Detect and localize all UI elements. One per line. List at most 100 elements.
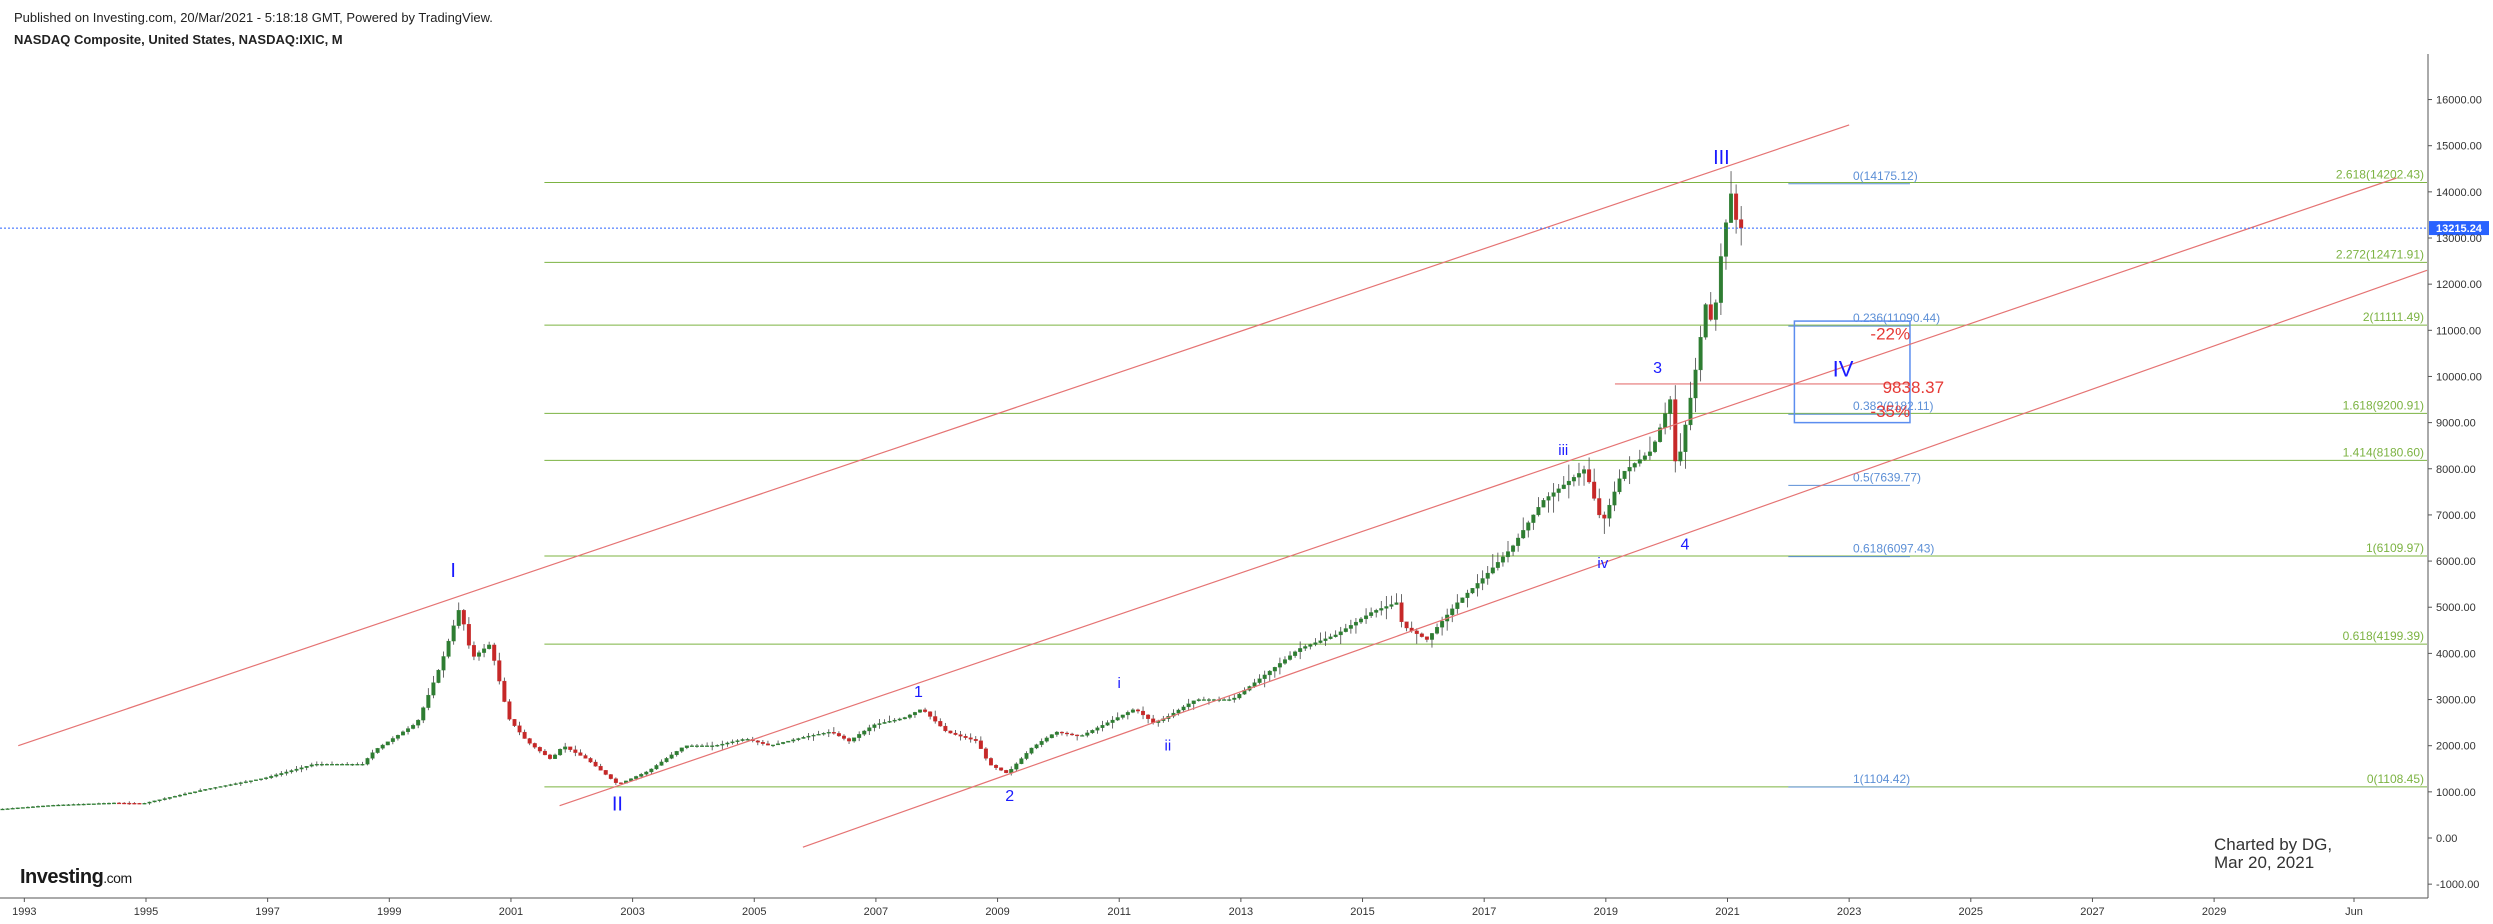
candle-body [25, 806, 30, 809]
candle-body [107, 802, 111, 805]
fib-retracement-levels[interactable]: 0(14175.12) 0.236(11090.44) 0.382(9182.11)… [1788, 169, 1940, 788]
candle-body [1379, 608, 1384, 611]
candle-body [1206, 699, 1211, 701]
channel-lines[interactable] [18, 124, 2428, 848]
candle-body [466, 624, 471, 646]
candle-body [1688, 397, 1693, 426]
candle-body [786, 740, 791, 743]
candle-body [375, 748, 380, 753]
candle-body [1546, 496, 1551, 501]
candle-body [1723, 222, 1728, 257]
candle-body [401, 731, 405, 736]
candle-body [1298, 648, 1303, 652]
target-zone[interactable] [1614, 320, 1911, 424]
candle-body [1607, 504, 1612, 519]
candle-body [938, 721, 943, 727]
wave-label: ii [1165, 737, 1172, 754]
candle-body [1328, 636, 1333, 639]
candle-body [269, 776, 274, 778]
x-tick-label: 2005 [742, 906, 766, 918]
candle-body [649, 768, 654, 773]
candle-body [725, 742, 730, 745]
candle-body [41, 805, 46, 808]
candle-body [314, 764, 319, 766]
candle-body [1110, 719, 1115, 723]
candle-body [456, 610, 461, 626]
candle-body [1080, 735, 1085, 737]
candle-body [1394, 602, 1399, 605]
candle-body [264, 777, 269, 779]
candle-body [1592, 481, 1597, 499]
candle-body [1541, 500, 1546, 508]
candle-body [228, 784, 233, 786]
candle-body [664, 758, 669, 763]
candle-body [406, 728, 411, 732]
candle-body [598, 766, 603, 771]
candle-body [1495, 562, 1500, 568]
candle-body [1440, 620, 1445, 628]
candle-body [1120, 714, 1125, 718]
candle-body [380, 744, 385, 749]
candle-body [1085, 732, 1090, 736]
candle-body [218, 786, 223, 788]
y-tick-label: 4000.00 [2436, 648, 2476, 660]
candle-body [760, 742, 765, 744]
candle-body [441, 656, 446, 671]
candle-body [892, 719, 897, 722]
candle-body [1602, 514, 1607, 519]
x-tick-label: 2019 [1594, 906, 1618, 918]
candle-body [1597, 498, 1602, 516]
candle-body [1561, 484, 1566, 489]
candle-body [1308, 644, 1313, 647]
x-tick-label: 1993 [12, 906, 36, 918]
candle-body [1617, 478, 1622, 493]
x-tick-label: 2021 [1715, 906, 1739, 918]
candle-body [973, 739, 978, 741]
candle-body [948, 730, 953, 734]
candle-body [208, 788, 213, 790]
candle-body [826, 732, 831, 734]
candle-body [167, 797, 172, 799]
candle-body [1627, 467, 1632, 472]
target-box[interactable] [1793, 320, 1911, 424]
candle-body [527, 738, 532, 744]
candle-body [1232, 697, 1237, 700]
candle-body [81, 803, 86, 806]
candle-body [568, 746, 573, 750]
candle-body [507, 701, 512, 720]
candle-body [1257, 678, 1262, 683]
candle-body [345, 764, 350, 766]
wave-label: 2 [1005, 788, 1014, 805]
candle-body [1587, 469, 1592, 483]
candle-body [669, 754, 674, 759]
y-tick-label: 11000.00 [2436, 325, 2481, 337]
annotation-label: -22% [1870, 325, 1910, 344]
candle-body [1556, 488, 1561, 493]
wave-label: i [1118, 675, 1121, 692]
channel-line-upper[interactable] [18, 124, 1850, 747]
investing-logo[interactable]: Investing.com [20, 866, 132, 889]
candle-body [700, 745, 705, 747]
candle-body [1105, 722, 1110, 726]
candle-body [66, 804, 71, 806]
candle-body [426, 694, 431, 708]
channel-line-lower[interactable] [802, 269, 2428, 848]
candle-body [284, 771, 289, 774]
candle-body [1019, 758, 1024, 765]
candle-body [431, 682, 436, 696]
wave-label: III [1713, 147, 1730, 169]
candle-body [0, 808, 5, 811]
candle-body [1288, 655, 1293, 660]
candle-body [117, 802, 122, 805]
candle-body [112, 802, 117, 805]
candle-body [183, 793, 187, 796]
candle-body [1653, 441, 1657, 452]
channel-line-middle[interactable] [559, 177, 2397, 807]
fib-extension-levels[interactable]: 2.618(14202.43) 2.272(12471.91) 2(11111.49… [544, 168, 2427, 788]
candle-body [279, 773, 284, 775]
y-axis[interactable]: 16000.00 15000.00 14000.00 13000.00 12000.00… [2427, 54, 2482, 898]
candle-body [223, 785, 228, 787]
x-axis[interactable]: 1993 1995 1997 1999 2001 2003 2005 2007 2009 2011… [0, 897, 2428, 918]
candle-body [842, 735, 846, 739]
